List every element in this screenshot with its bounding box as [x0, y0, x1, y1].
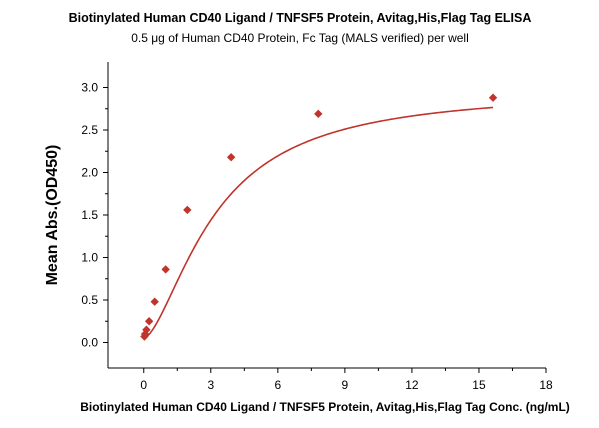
data-point — [142, 325, 151, 334]
x-axis-ticks: 0 3 6 9 12 15 18 — [140, 368, 553, 392]
y-tick-label: 3.0 — [81, 81, 98, 95]
plot-area: 0 3 6 9 12 15 18 0.0 0.5 1.0 1.5 2.0 2.5 3.0 — [81, 62, 553, 392]
y-tick-label: 1.5 — [81, 208, 98, 222]
data-point — [226, 153, 236, 162]
x-tick-label: 6 — [274, 378, 281, 392]
y-tick-label: 2.5 — [81, 123, 98, 137]
data-point — [161, 265, 170, 274]
x-tick-label: 15 — [472, 378, 486, 392]
x-tick-label: 0 — [140, 378, 147, 392]
y-tick-label: 2.0 — [81, 166, 98, 180]
y-tick-label: 1.0 — [81, 251, 98, 265]
data-point — [140, 329, 150, 339]
chart-subtitle: 0.5 μg of Human CD40 Protein, Fc Tag (MA… — [131, 31, 469, 45]
y-tick-label: 0.0 — [81, 336, 98, 350]
x-tick-label: 18 — [539, 378, 553, 392]
y-tick-label: 0.5 — [81, 293, 98, 307]
chart-title: Biotinylated Human CD40 Ligand / TNFSF5 … — [69, 11, 532, 25]
data-points — [140, 93, 498, 341]
x-tick-label: 3 — [207, 378, 214, 392]
data-point — [144, 317, 154, 326]
x-tick-label: 12 — [405, 378, 419, 392]
data-point — [183, 205, 192, 215]
fit-curve — [144, 106, 494, 339]
x-tick-label: 9 — [342, 378, 349, 392]
x-axis-label: Biotinylated Human CD40 Ligand / TNFSF5 … — [80, 400, 570, 414]
y-axis-label: Mean Abs.(OD450) — [44, 145, 61, 286]
data-point — [314, 109, 323, 119]
data-point — [488, 93, 498, 102]
y-axis-ticks: 0.0 0.5 1.0 1.5 2.0 2.5 3.0 — [81, 81, 108, 350]
data-point — [150, 297, 159, 306]
